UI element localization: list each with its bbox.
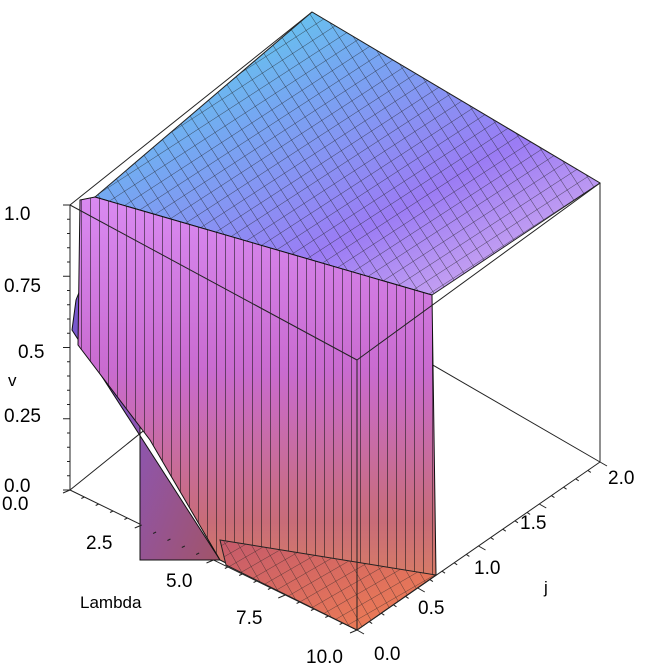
y-tick-label: 1.0 <box>474 558 500 579</box>
x-tick-mark <box>278 594 286 599</box>
y-tick-label: 1.5 <box>520 513 546 534</box>
x-axis-label: Lambda <box>80 593 142 612</box>
y-tick-mark <box>502 528 507 532</box>
y-tick-mark <box>490 537 494 541</box>
x-tick-mark <box>267 587 272 590</box>
x-tick-mark <box>152 531 157 534</box>
x-tick-labels: 0.0 2.5 5.0 7.5 10.0 <box>2 494 343 668</box>
x-tick-mark <box>81 496 85 499</box>
z-tick-label: 0.75 <box>4 276 41 297</box>
z-axis-label: v <box>8 371 17 390</box>
y-tick-mark <box>368 621 373 625</box>
y-tick-mark <box>575 478 579 482</box>
z-tick-label: 0.5 <box>18 342 44 363</box>
y-tick-mark <box>466 553 470 557</box>
x-tick-label: 7.5 <box>236 608 262 629</box>
x-tick-mark <box>296 601 300 604</box>
x-tick-mark <box>224 566 229 569</box>
y-tick-mark <box>453 562 458 566</box>
x-tick-label: 2.5 <box>86 533 112 554</box>
x-axis-ticks <box>62 489 358 634</box>
z-tick-label: 1.0 <box>4 204 30 225</box>
x-tick-label: 5.0 <box>166 571 192 592</box>
x-tick-mark <box>253 580 257 583</box>
surface-front-stripes <box>78 197 436 630</box>
x-tick-mark <box>238 573 243 576</box>
y-axis-label: j <box>543 578 548 597</box>
y-tick-mark <box>514 520 519 524</box>
y-tick-mark <box>405 595 409 599</box>
y-tick-mark <box>587 469 592 473</box>
surface-top-plateau-grid <box>95 12 600 295</box>
z-tick-label: 0.0 <box>4 476 30 497</box>
y-tick-mark <box>441 570 446 574</box>
y-tick-mark <box>526 511 531 515</box>
x-tick-mark <box>124 517 128 520</box>
x-tick-mark <box>109 510 114 513</box>
surface-floor-grid <box>220 540 436 630</box>
x-tick-label: 10.0 <box>306 647 343 668</box>
x-tick-mark <box>195 552 200 555</box>
y-tick-labels: 0.0 0.5 1.0 1.5 2.0 <box>374 468 634 665</box>
x-tick-mark <box>62 489 71 494</box>
y-tick-label: 2.0 <box>608 468 634 489</box>
y-tick-label: 0.5 <box>418 598 444 619</box>
y-tick-mark <box>393 604 397 608</box>
x-tick-label: 0.0 <box>2 494 28 515</box>
x-tick-mark <box>310 608 315 611</box>
y-tick-mark <box>356 629 365 635</box>
x-tick-mark <box>181 545 186 548</box>
x-tick-mark <box>349 629 358 634</box>
x-tick-mark <box>95 503 99 506</box>
x-tick-mark <box>206 559 214 564</box>
y-tick-mark <box>563 486 567 490</box>
y-tick-mark <box>539 503 547 509</box>
x-tick-mark <box>167 538 171 541</box>
y-tick-mark <box>599 461 608 467</box>
y-tick-label: 0.0 <box>374 644 400 665</box>
y-tick-mark <box>478 545 486 551</box>
bounding-box-front <box>69 182 601 630</box>
z-tick-label: 0.25 <box>4 406 41 427</box>
y-tick-mark <box>429 579 434 583</box>
y-axis-ticks <box>356 461 608 635</box>
x-tick-mark <box>134 524 142 529</box>
y-tick-mark <box>417 587 425 593</box>
x-tick-mark <box>339 622 343 625</box>
x-tick-mark <box>325 615 329 618</box>
z-tick-labels: 1.0 0.75 0.5 0.25 0.0 <box>4 204 44 497</box>
y-tick-mark <box>551 495 555 499</box>
y-tick-mark <box>381 612 385 616</box>
z-axis-ticks <box>63 204 70 491</box>
